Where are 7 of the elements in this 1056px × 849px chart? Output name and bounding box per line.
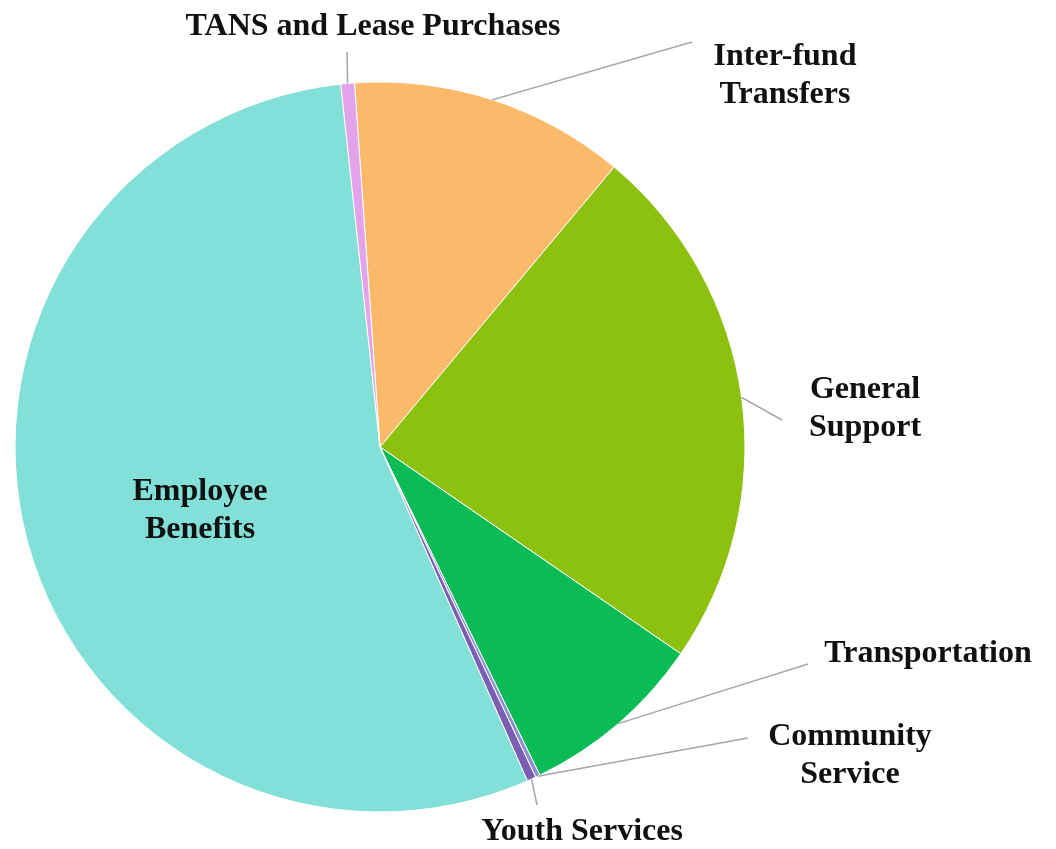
- slice-label: Youth Services: [481, 811, 683, 847]
- slice-label: Employee Benefits: [132, 471, 268, 545]
- slice-label: Community Service: [768, 716, 932, 790]
- slice-label: Transportation: [824, 633, 1032, 669]
- slice-label: TANS and Lease Purchases: [185, 6, 561, 42]
- slice-label: Inter-fund Transfers: [713, 36, 857, 110]
- slice-label: General Support: [808, 369, 922, 443]
